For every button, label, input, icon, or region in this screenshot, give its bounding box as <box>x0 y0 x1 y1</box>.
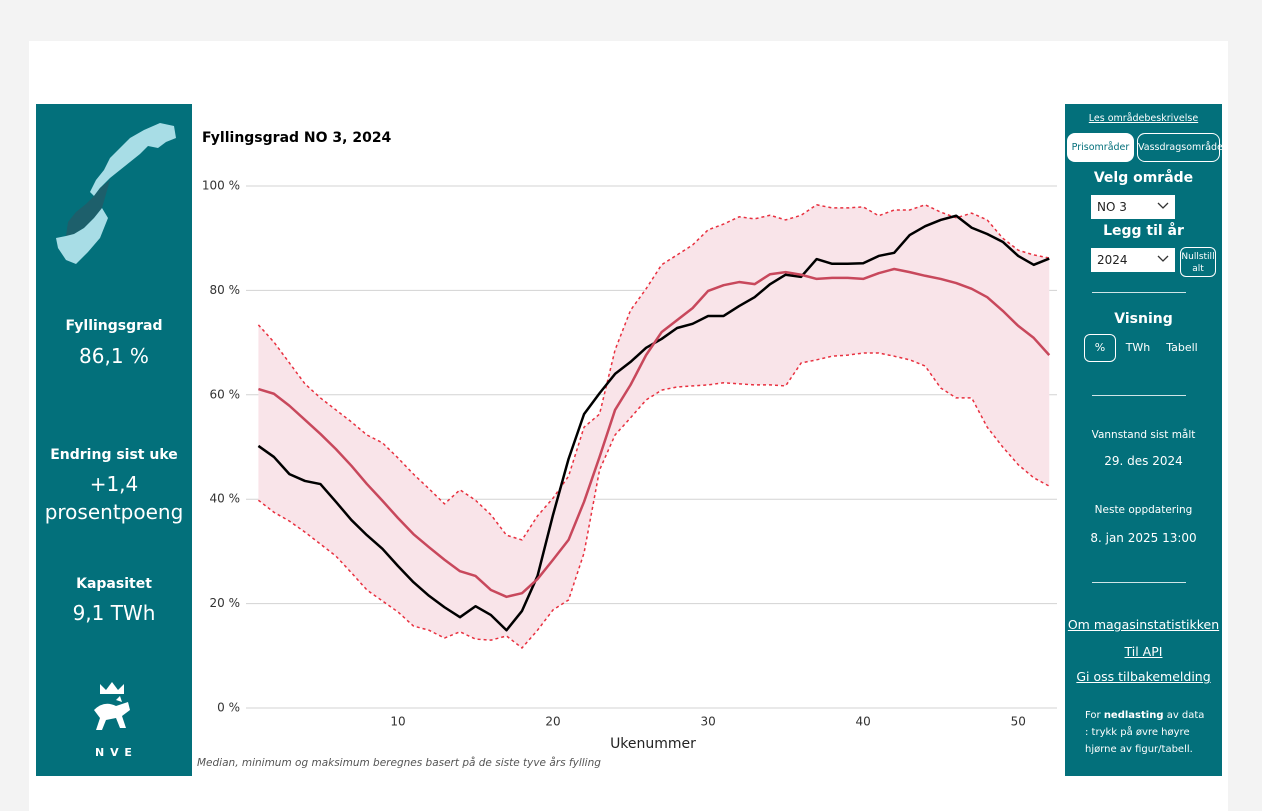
y-tick-label: 20 % <box>210 596 241 610</box>
x-tick-label: 10 <box>390 715 405 729</box>
link[interactable]: Om magasinstatistikken <box>1067 617 1220 632</box>
x-tick-label: 40 <box>856 715 871 729</box>
view-option[interactable]: TWh <box>1125 341 1151 354</box>
range-line <box>257 204 1050 541</box>
separator <box>1092 292 1186 293</box>
note-text: For <box>1085 710 1101 721</box>
year-dropdown[interactable]: 2024 <box>1091 248 1175 272</box>
stat-label: Endring sist uke <box>50 447 178 463</box>
right-panel: Les områdebeskrivelse Prisområder Vassdr… <box>1065 104 1227 776</box>
footnote: Median, minimum og maksimum beregnes bas… <box>197 756 601 769</box>
range-line <box>257 352 1050 649</box>
measured-label: Vannstand sist målt <box>1091 429 1196 441</box>
range-band <box>258 204 1050 648</box>
area-dropdown[interactable]: NO 3 <box>1091 195 1175 219</box>
chart: Fyllingsgrad NO 3, 2024 Ukenummer Median… <box>197 130 1057 769</box>
left-panel: Fyllingsgrad 86,1 % Endring sist uke +1,… <box>36 104 192 776</box>
separator <box>1092 395 1186 396</box>
series-line <box>258 267 1051 599</box>
area-link[interactable]: Les områdebeskrivelse <box>1088 113 1199 124</box>
tab[interactable]: Vassdragsområder <box>1137 133 1227 162</box>
y-tick-label: 0 % <box>217 701 240 715</box>
logo-text: N V E <box>95 746 133 759</box>
stat-label: Kapasitet <box>76 576 152 592</box>
stat-value: 86,1 % <box>79 344 149 368</box>
y-tick-label: 80 % <box>210 283 241 297</box>
chevron <box>1157 202 1169 209</box>
next-value: 8. jan 2025 13:00 <box>1090 531 1197 545</box>
dropdown-value: NO 3 <box>1097 200 1127 214</box>
reset-button[interactable]: Nullstill alt <box>1180 247 1216 277</box>
stat-label: Fyllingsgrad <box>65 318 163 334</box>
dropdown-value: 2024 <box>1097 253 1128 267</box>
x-axis-label: Ukenummer <box>610 736 696 752</box>
note-bold: nedlasting <box>1103 710 1164 721</box>
next-label: Neste oppdatering <box>1094 504 1193 516</box>
measured-value: 29. des 2024 <box>1104 454 1183 468</box>
view-option[interactable]: % <box>1084 334 1116 362</box>
view-option[interactable]: Tabell <box>1166 341 1198 354</box>
norway-map <box>56 123 176 264</box>
stat-value: +1,4 prosentpoeng <box>44 472 184 524</box>
x-tick-label: 50 <box>1011 715 1026 729</box>
year-heading: Legg til år <box>1103 223 1184 239</box>
chevron <box>1157 255 1169 262</box>
note-text: av data : trykk på øvre høyre hjørne av … <box>1085 710 1205 755</box>
x-tick-label: 30 <box>700 715 715 729</box>
y-tick-label: 40 % <box>210 492 241 506</box>
x-tick-label: 20 <box>545 715 560 729</box>
area-heading: Velg område <box>1093 170 1194 186</box>
view-heading: Visning <box>1114 311 1173 327</box>
link[interactable]: Gi oss tilbakemelding <box>1076 669 1211 684</box>
y-tick-label: 100 % <box>202 179 240 193</box>
tab[interactable]: Prisområder <box>1067 133 1134 162</box>
link[interactable]: Til API <box>1124 644 1163 659</box>
nve-logo <box>94 682 130 730</box>
chart-title: Fyllingsgrad NO 3, 2024 <box>202 130 392 146</box>
y-tick-label: 60 % <box>210 387 241 401</box>
stat-value: 9,1 TWh <box>72 601 156 625</box>
separator <box>1092 582 1186 583</box>
download-note: For nedlasting av data : trykk på øvre h… <box>1085 707 1210 758</box>
